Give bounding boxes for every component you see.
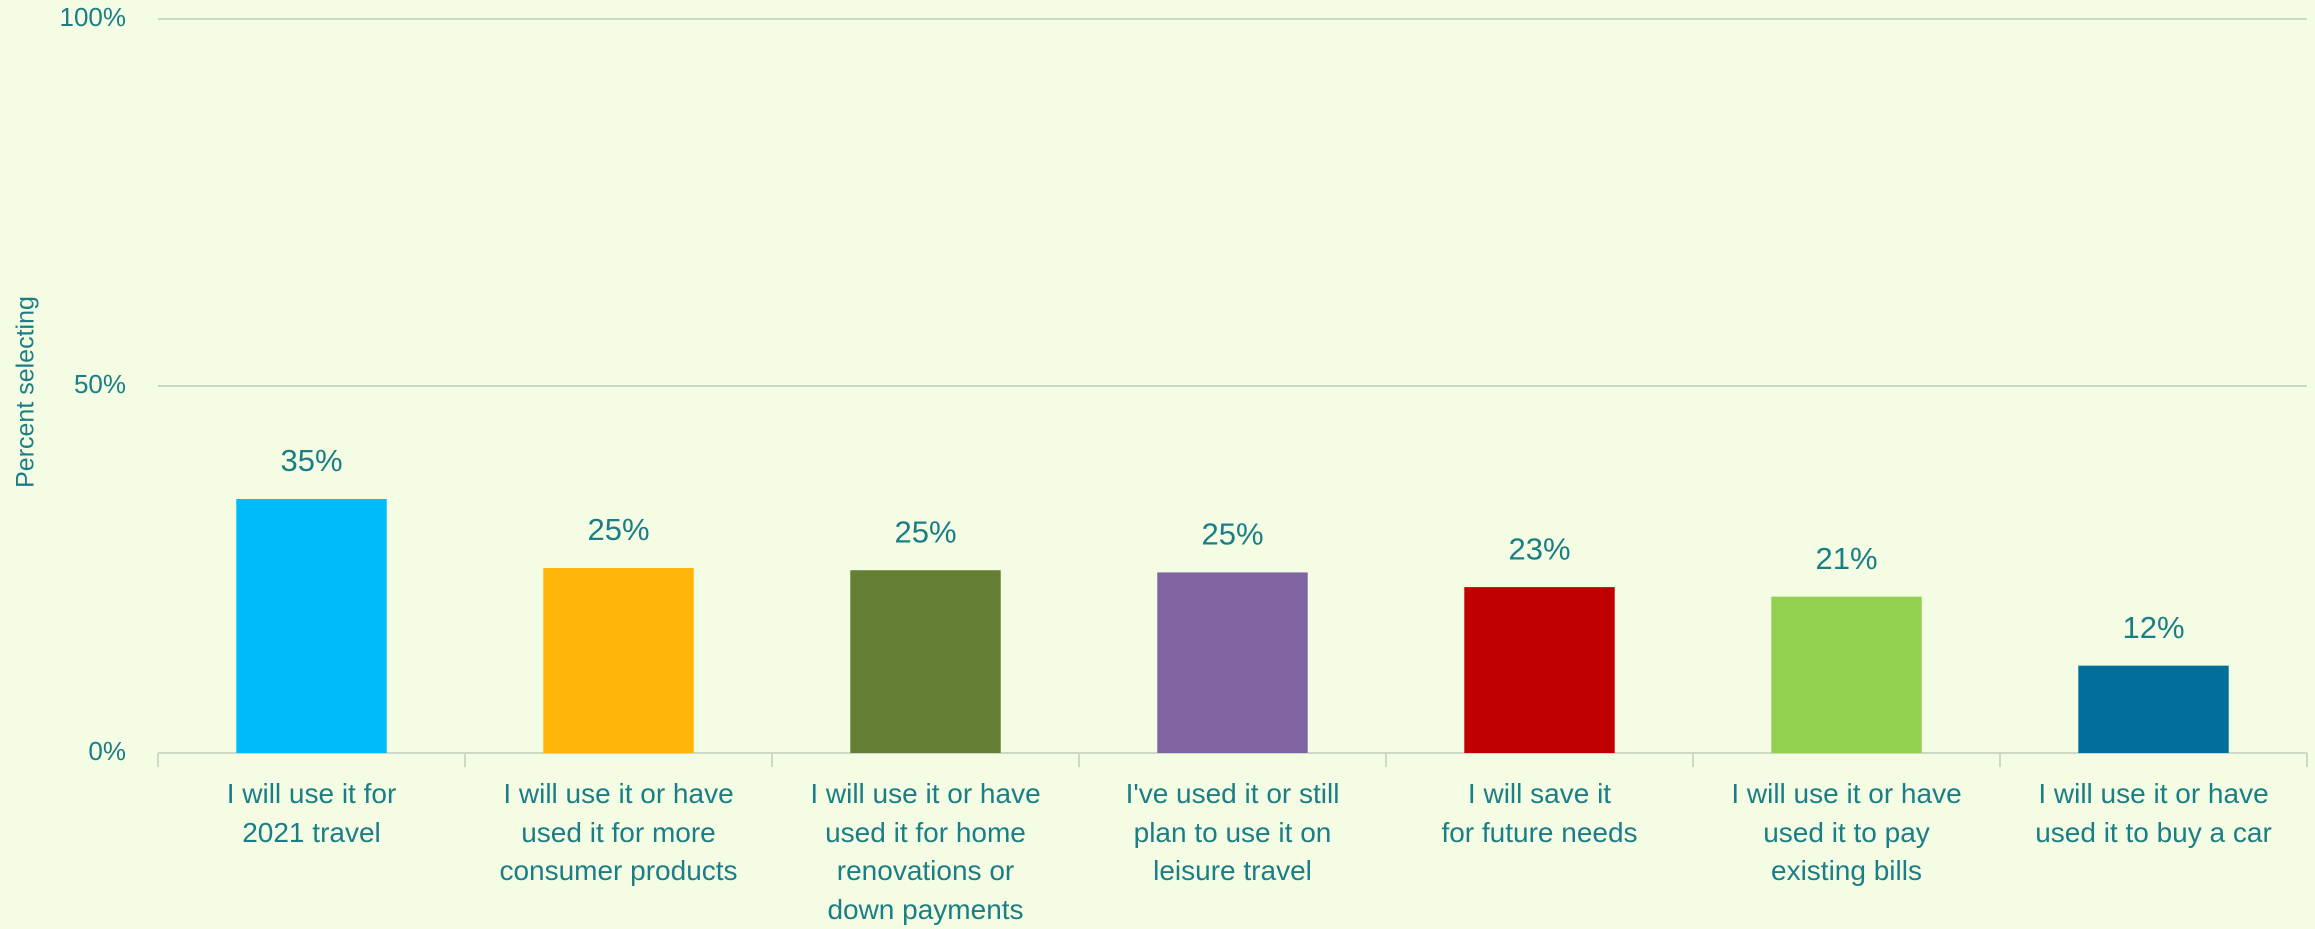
bar [1771, 596, 1922, 753]
value-label: 25% [894, 514, 956, 549]
x-tick-label: I will use it or have used it to buy a c… [2035, 778, 2272, 848]
y-tick-label: 100% [60, 2, 127, 32]
x-tick-label: I will use it or have used it for more c… [499, 778, 738, 886]
x-tick-label: I will save it for future needs [1441, 778, 1638, 848]
y-tick-label: 0% [88, 736, 126, 766]
value-label: 12% [2122, 610, 2184, 645]
y-tick-label: 50% [74, 369, 126, 399]
x-tick-label: I will use it or have used it for home r… [810, 778, 1041, 925]
bar [543, 568, 694, 753]
x-tick-label: I will use it for 2021 travel [226, 778, 397, 848]
value-label: 35% [280, 443, 342, 478]
bar [2078, 665, 2229, 753]
bar [236, 499, 387, 753]
value-label: 23% [1508, 531, 1570, 566]
bar [1464, 587, 1615, 753]
bar [1157, 572, 1308, 753]
y-axis-title: Percent selecting [12, 296, 40, 488]
bar [850, 570, 1001, 753]
value-label: 21% [1815, 541, 1877, 576]
x-tick-label: I will use it or have used it to pay exi… [1731, 778, 1962, 886]
value-label: 25% [1201, 517, 1263, 552]
value-label: 25% [587, 512, 649, 547]
x-tick-label: I've used it or still plan to use it on … [1125, 778, 1340, 886]
